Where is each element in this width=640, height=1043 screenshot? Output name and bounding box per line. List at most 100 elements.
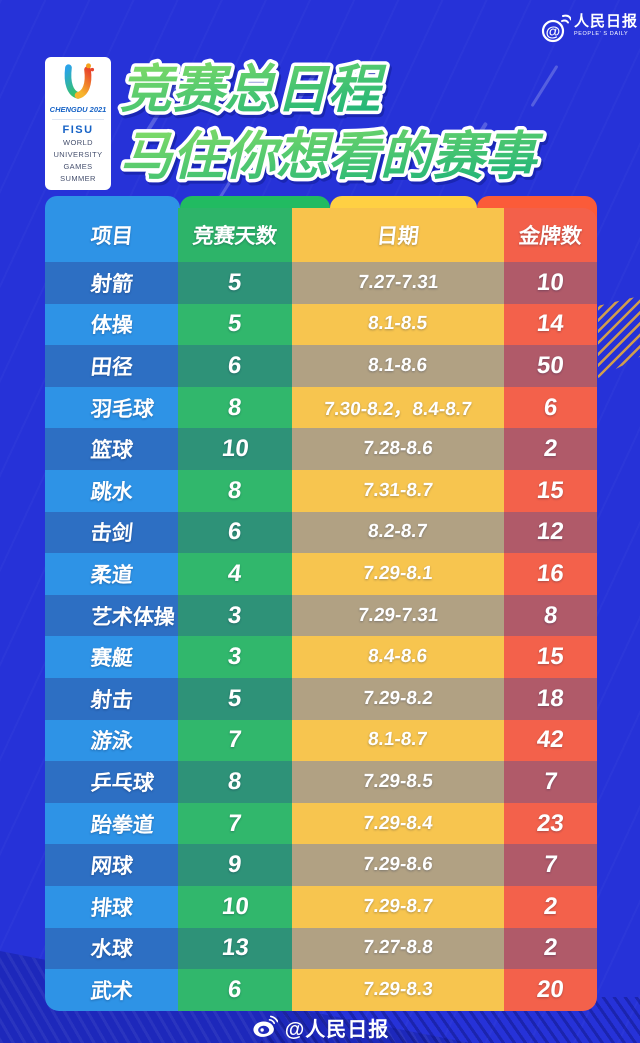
at-megaphone-icon: @ [541, 14, 571, 43]
days-cell: 8 [178, 386, 292, 429]
weibo-icon [253, 1015, 278, 1037]
golds-cell: 42 [504, 719, 597, 762]
dates-cell: 7.29-8.5 [292, 761, 504, 803]
schedule-table: 项目 竞赛天数 日期 金牌数 射箭 5 7.27-7.31 10 体操 5 8.1-8.5 1… [45, 196, 597, 1011]
dates-cell: 7.29-8.4 [292, 802, 504, 845]
title-line-2: 马住你想看的赛事 [120, 128, 544, 186]
days-cell: 6 [178, 511, 292, 554]
dates-cell: 7.31-8.7 [292, 469, 504, 512]
dates-cell: 7.27-7.31 [292, 262, 504, 304]
days-cell: 4 [178, 553, 292, 595]
days-cell: 7 [178, 719, 292, 762]
days-cell: 5 [178, 677, 292, 720]
chengdu-u-logo-icon [64, 63, 95, 99]
event-cell: 体操 [45, 303, 178, 346]
golds-cell: 50 [504, 345, 597, 387]
title-line-1: 竞赛总日程 [120, 61, 387, 119]
table-row: 羽毛球 8 7.30-8.2，8.4-8.7 6 [45, 386, 597, 429]
table-row: 排球 10 7.29-8.7 2 [45, 885, 597, 928]
svg-text:@: @ [546, 24, 561, 41]
table-row: 艺术体操 3 7.29-7.31 8 [45, 594, 597, 637]
golds-cell: 2 [504, 428, 597, 470]
golds-cell: 14 [504, 303, 597, 346]
header-golds: 金牌数 [504, 208, 597, 262]
days-cell: 3 [178, 636, 292, 678]
table-row: 网球 9 7.29-8.6 7 [45, 844, 597, 886]
table-row: 田径 6 8.1-8.6 50 [45, 345, 597, 387]
table-row: 柔道 4 7.29-8.1 16 [45, 553, 597, 595]
golds-cell: 2 [504, 885, 597, 928]
peoples-daily-logo: @ 人民日报 PEOPLE' S DAILY [541, 13, 638, 45]
days-cell: 6 [178, 969, 292, 1011]
event-cell: 射击 [45, 677, 178, 720]
event-cell: 水球 [45, 927, 178, 970]
header-event: 项目 [45, 208, 178, 262]
event-cell: 跳水 [45, 469, 178, 512]
dates-cell: 8.1-8.7 [292, 719, 504, 762]
dates-cell: 8.1-8.5 [292, 303, 504, 346]
event-cell: 柔道 [45, 553, 178, 595]
footer: @人民日报 [0, 1012, 640, 1042]
chengdu-2021-label: CHENGDU 2021 [49, 105, 107, 114]
golds-cell: 15 [504, 469, 597, 512]
event-cell: 游泳 [45, 719, 178, 762]
golds-cell: 18 [504, 677, 597, 720]
event-cell: 排球 [45, 885, 178, 928]
event-cell: 田径 [45, 345, 178, 387]
event-cell: 艺术体操 [45, 594, 178, 637]
table-row: 篮球 10 7.28-8.6 2 [45, 428, 597, 470]
dates-cell: 7.29-8.3 [292, 969, 504, 1011]
days-cell: 7 [178, 802, 292, 845]
event-cell: 羽毛球 [45, 386, 178, 429]
golds-cell: 7 [504, 761, 597, 803]
table-header-row: 项目 竞赛天数 日期 金牌数 [45, 208, 597, 262]
dates-cell: 7.27-8.8 [292, 927, 504, 970]
event-cell: 射箭 [45, 262, 178, 304]
poster-title: 竞赛总日程 马住你想看的赛事 [117, 58, 548, 190]
table-row: 跆拳道 7 7.29-8.4 23 [45, 802, 597, 845]
days-cell: 13 [178, 927, 292, 970]
table-row: 射箭 5 7.27-7.31 10 [45, 262, 597, 304]
dates-cell: 7.29-8.1 [292, 553, 504, 595]
event-cell: 击剑 [45, 511, 178, 554]
masthead-cn: 人民日报 [574, 13, 639, 30]
dates-cell: 8.4-8.6 [292, 636, 504, 678]
table-row: 乒乓球 8 7.29-8.5 7 [45, 761, 597, 803]
masthead-en: PEOPLE' S DAILY [574, 31, 629, 37]
fisu-sub-line: GAMES [63, 162, 93, 171]
dates-cell: 7.29-7.31 [292, 594, 504, 637]
days-cell: 9 [178, 844, 292, 886]
golds-cell: 6 [504, 386, 597, 429]
table-row: 水球 13 7.27-8.8 2 [45, 927, 597, 970]
days-cell: 5 [178, 303, 292, 346]
fisu-sub-line: SUMMER [60, 174, 96, 183]
days-cell: 10 [178, 428, 292, 470]
days-cell: 3 [178, 594, 292, 637]
event-cell: 篮球 [45, 428, 178, 470]
header-dates: 日期 [292, 208, 504, 262]
dates-cell: 7.29-8.6 [292, 844, 504, 886]
event-cell: 武术 [45, 969, 178, 1011]
fisu-label: FISU [62, 124, 94, 136]
days-cell: 8 [178, 469, 292, 512]
table-row: 体操 5 8.1-8.5 14 [45, 303, 597, 346]
days-cell: 10 [178, 885, 292, 928]
event-cell: 赛艇 [45, 636, 178, 678]
table-row: 武术 6 7.29-8.3 20 [45, 969, 597, 1011]
fisu-sub-line: WORLD [63, 138, 93, 147]
dates-cell: 7.29-8.7 [292, 885, 504, 928]
event-cell: 网球 [45, 844, 178, 886]
table-row: 跳水 8 7.31-8.7 15 [45, 469, 597, 512]
table-row: 击剑 6 8.2-8.7 12 [45, 511, 597, 554]
dates-cell: 8.1-8.6 [292, 345, 504, 387]
golds-cell: 7 [504, 844, 597, 886]
golds-cell: 15 [504, 636, 597, 678]
event-cell: 跆拳道 [45, 802, 178, 845]
dates-cell: 7.29-8.2 [292, 677, 504, 720]
weibo-handle: @人民日报 [284, 1018, 390, 1041]
days-cell: 8 [178, 761, 292, 803]
fisu-sub-line: UNIVERSITY [53, 150, 103, 159]
days-cell: 6 [178, 345, 292, 387]
golds-cell: 23 [504, 802, 597, 845]
dates-cell: 8.2-8.7 [292, 511, 504, 554]
